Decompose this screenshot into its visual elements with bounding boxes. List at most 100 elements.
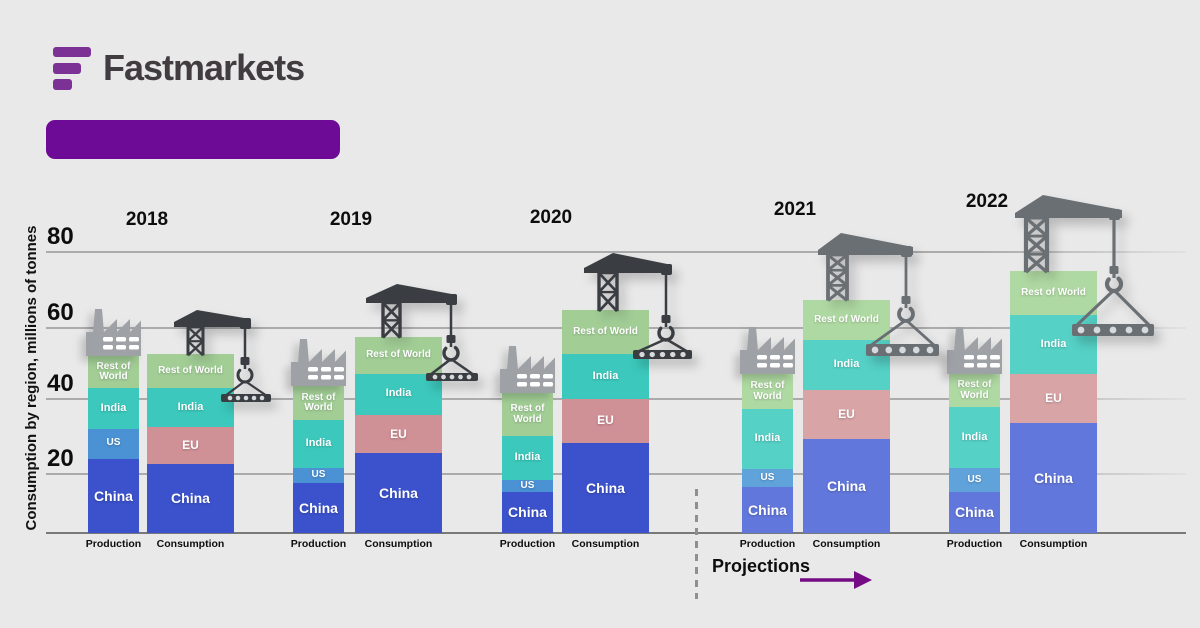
segment-label: EU: [597, 413, 614, 428]
segment-label: China: [827, 477, 866, 494]
segment-label: China: [94, 487, 133, 504]
bar-consumption-2019: China EU India Rest of World: [355, 336, 442, 533]
bar-segment-china: China: [949, 492, 1000, 533]
segment-label: US: [520, 479, 535, 491]
crane-icon: [366, 284, 478, 381]
bar-segment-china: China: [742, 487, 793, 533]
segment-label: Rest of World: [301, 391, 336, 414]
logo-mark-bar-bottom: [53, 79, 72, 90]
segment-label: Rest of World: [814, 313, 879, 325]
segment-label: EU: [182, 438, 199, 453]
segment-label: Rest of World: [96, 360, 131, 383]
segment-label: India: [385, 387, 412, 400]
segment-label: US: [311, 469, 326, 481]
segment-label: India: [305, 436, 332, 449]
bar-segment-rest-of-world: Rest of World: [742, 373, 793, 410]
bar-segment-india: India: [88, 387, 139, 429]
segment-label: India: [754, 432, 781, 445]
bar-segment-china: China: [88, 458, 139, 533]
bar-segment-us: US: [88, 428, 139, 459]
year-label-2018: 2018: [125, 209, 169, 230]
bar-type-label-consumption: Consumption: [364, 538, 433, 550]
bar-type-label-consumption: Consumption: [571, 538, 640, 550]
bar-segment-rest-of-world: Rest of World: [147, 354, 234, 388]
segment-label: India: [592, 369, 619, 382]
bar-consumption-2020: China EU India Rest of World: [562, 310, 649, 533]
bar-segment-eu: EU: [355, 414, 442, 454]
segment-label: US: [106, 437, 121, 449]
bar-segment-india: India: [742, 409, 793, 470]
bar-segment-us: US: [742, 469, 793, 488]
logo-mark-bar-middle: [53, 63, 81, 74]
segment-label: China: [586, 479, 625, 496]
bar-segment-eu: EU: [562, 398, 649, 443]
crane-icon: [1015, 195, 1154, 336]
bar-type-label-production: Production: [499, 538, 556, 550]
bar-segment-rest-of-world: Rest of World: [502, 393, 553, 436]
segment-label: China: [955, 504, 994, 521]
segment-label: India: [833, 358, 860, 371]
bar-type-label-production: Production: [739, 538, 796, 550]
crane-icon: [584, 253, 692, 359]
factory-icon: [740, 326, 795, 374]
segment-label: India: [1040, 337, 1067, 350]
year-label-2019: 2019: [329, 209, 373, 230]
bar-segment-eu: EU: [147, 426, 234, 465]
y-axis-title: Consumption by region, millions of tonne…: [23, 225, 40, 531]
segment-label: US: [967, 473, 982, 485]
bar-production-2018: China US India Rest of World: [88, 356, 139, 533]
bar-production-2022: China US India Rest of World: [949, 373, 1000, 533]
segment-label: India: [177, 400, 204, 413]
year-label-2021: 2021: [773, 199, 817, 220]
y-tick-label: 60: [47, 299, 74, 326]
projections-divider-line: [695, 489, 698, 599]
x-axis-baseline: [46, 532, 1186, 534]
segment-label: Rest of World: [1021, 287, 1086, 299]
factory-icon: [500, 346, 555, 394]
bar-segment-eu: EU: [803, 389, 890, 440]
factory-icon: [947, 326, 1002, 374]
segment-label: Rest of World: [957, 379, 992, 401]
bar-segment-rest-of-world: Rest of World: [293, 386, 344, 420]
segment-label: China: [171, 490, 210, 507]
logo-wordmark: Fastmarkets: [103, 47, 305, 88]
segment-label: EU: [838, 407, 855, 422]
bar-segment-us: US: [502, 479, 553, 493]
segment-label: Rest of World: [366, 349, 431, 361]
bar-segment-india: India: [562, 354, 649, 399]
bar-segment-china: China: [355, 453, 442, 533]
bar-segment-india: India: [147, 387, 234, 427]
bar-segment-rest-of-world: Rest of World: [562, 310, 649, 355]
segment-label: EU: [390, 426, 407, 441]
factory-icon: [86, 309, 141, 357]
bar-type-label-consumption: Consumption: [156, 538, 225, 550]
bar-segment-china: China: [803, 439, 890, 533]
segment-label: Rest of World: [158, 364, 223, 376]
segment-label: China: [299, 499, 338, 516]
bar-consumption-2021: China EU India Rest of World: [803, 299, 890, 533]
year-label-2022: 2022: [965, 191, 1009, 212]
bar-segment-china: China: [562, 442, 649, 533]
bar-type-label-consumption: Consumption: [812, 538, 881, 550]
bar-production-2020: China US India Rest of World: [502, 393, 553, 533]
bar-production-2021: China US India Rest of World: [742, 373, 793, 533]
bar-segment-india: India: [949, 407, 1000, 468]
bar-segment-china: China: [147, 464, 234, 533]
segment-label: China: [1034, 469, 1073, 486]
bar-type-label-production: Production: [946, 538, 1003, 550]
segment-label: India: [100, 401, 127, 414]
bar-segment-china: China: [502, 492, 553, 533]
bar-segment-us: US: [949, 467, 1000, 493]
bar-segment-india: India: [502, 435, 553, 480]
crane-icon: [174, 310, 271, 402]
year-label-2020: 2020: [529, 207, 573, 228]
projections-arrow-icon: [800, 571, 872, 589]
bar-production-2019: China US India Rest of World: [293, 386, 344, 533]
segment-label: India: [961, 430, 988, 443]
segment-label: India: [514, 451, 541, 464]
bar-segment-rest-of-world: Rest of World: [949, 373, 1000, 408]
title-banner: [46, 120, 340, 159]
bar-segment-china: China: [1010, 423, 1097, 533]
gridline-80: [46, 251, 1186, 253]
